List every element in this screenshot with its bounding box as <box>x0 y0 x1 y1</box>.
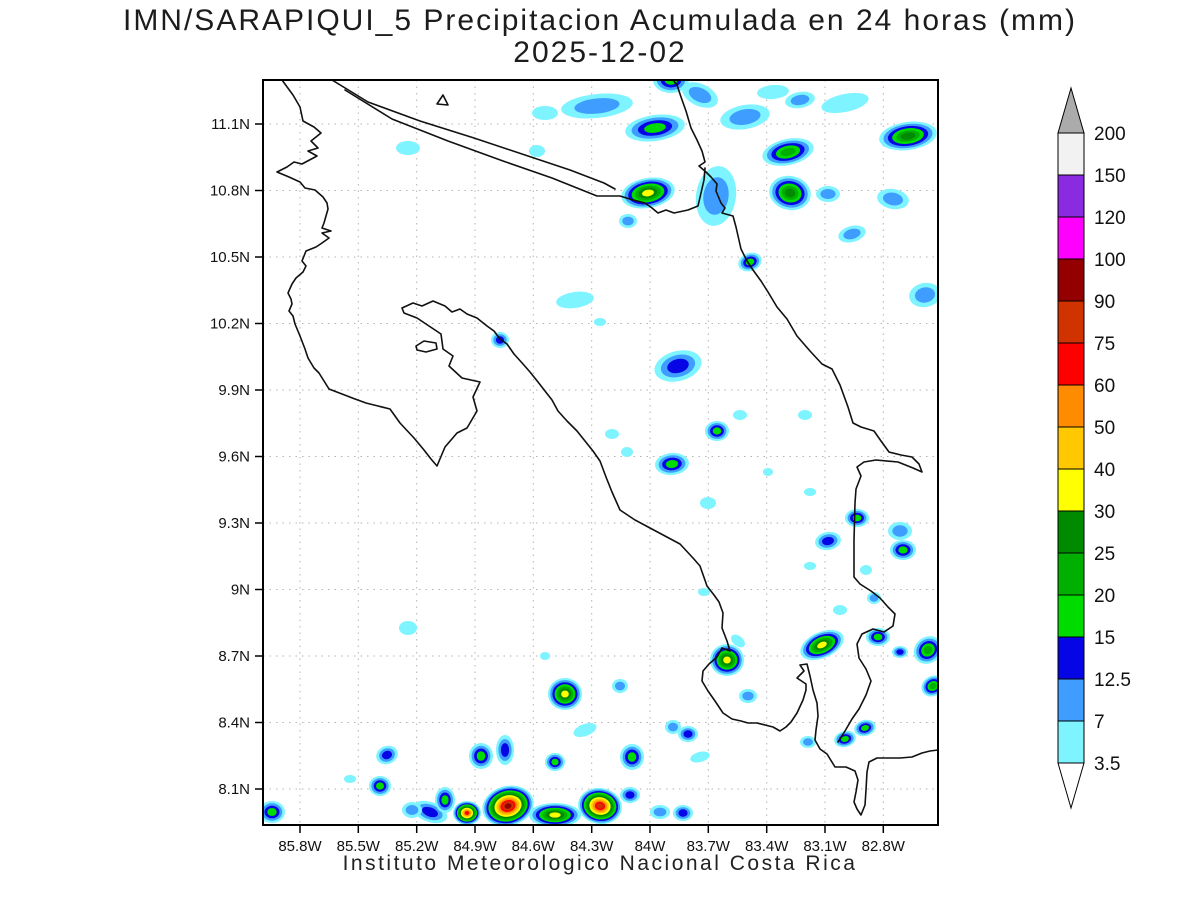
lat-tick-label: 11.1N <box>211 116 250 133</box>
lon-tick-label: 83.1W <box>803 838 847 855</box>
lon-tick-label: 85.2W <box>395 838 439 855</box>
colorbar-segment <box>1057 678 1085 722</box>
lake-nicaragua-shore <box>331 80 616 190</box>
caribbean-coastline <box>672 80 923 743</box>
colorbar-segment <box>1057 132 1085 176</box>
lon-tick-label: 84.9W <box>453 838 497 855</box>
colorbar-below-min-arrow <box>1057 762 1085 810</box>
colorbar: 200 150 120 100 90 75 60 50 40 30 25 20 15 12.5 7 3.5 <box>1057 86 1131 810</box>
colorbar-level-label: 3.5 <box>1094 754 1120 775</box>
chira-island <box>415 340 438 353</box>
nicaragua-border-line <box>344 89 706 214</box>
colorbar-level-label: 60 <box>1094 376 1115 397</box>
lon-tick-label: 82.8W <box>862 838 906 855</box>
axis-tick-labels: 85.8W 85.5W 85.2W 84.9W 84.6W 84.3W 84W 83.7W 83… <box>210 116 906 855</box>
map-frame <box>262 79 939 826</box>
lat-tick-label: 9.3N <box>218 515 250 532</box>
colorbar-segment <box>1057 258 1085 302</box>
colorbar-segment <box>1057 300 1085 344</box>
page-title: IMN/SARAPIQUI_5 Precipitacion Acumulada … <box>122 4 1077 37</box>
title-date: 2025-12-02 <box>513 36 687 69</box>
colorbar-level-label: 15 <box>1094 628 1115 649</box>
colorbar-segment <box>1057 384 1085 428</box>
lon-tick-label: 83.4W <box>745 838 789 855</box>
lat-tick-label: 9.6N <box>218 449 250 466</box>
pacific-coastline <box>276 80 938 816</box>
footer-text: Instituto Meteorologico Nacional Costa R… <box>342 852 858 875</box>
colorbar-segment <box>1057 636 1085 680</box>
lat-tick-label: 9.9N <box>218 382 250 399</box>
lon-tick-label: 85.8W <box>278 838 322 855</box>
colorbar-segment <box>1057 720 1085 764</box>
lon-tick-label: 84.3W <box>570 838 614 855</box>
colorbar-above-max-arrow <box>1057 86 1085 134</box>
colorbar-level-label: 30 <box>1094 502 1115 523</box>
colorbar-level-label: 100 <box>1094 250 1126 271</box>
lon-tick-label: 84W <box>635 838 667 855</box>
colorbar-segment <box>1057 510 1085 554</box>
colorbar-segment <box>1057 594 1085 638</box>
lat-tick-label: 8.7N <box>218 648 250 665</box>
lake-island <box>436 94 449 106</box>
colorbar-segment <box>1057 216 1085 260</box>
lat-tick-label: 8.1N <box>218 781 250 798</box>
precipitation-cells <box>263 80 938 825</box>
colorbar-level-label: 200 <box>1094 124 1126 145</box>
colorbar-level-label: 7 <box>1094 712 1105 733</box>
lat-tick-label: 8.4N <box>218 715 250 732</box>
axis-ticks <box>255 123 885 833</box>
colorbar-segment <box>1057 174 1085 218</box>
colorbar-level-label: 150 <box>1094 166 1126 187</box>
lat-tick-label: 10.2N <box>210 316 250 333</box>
colorbar-level-label: 75 <box>1094 334 1115 355</box>
colorbar-level-label: 20 <box>1094 586 1115 607</box>
colorbar-segment <box>1057 426 1085 470</box>
colorbar-level-label: 120 <box>1094 208 1126 229</box>
coastlines <box>276 80 938 816</box>
lon-tick-label: 85.5W <box>337 838 381 855</box>
lon-tick-label: 84.6W <box>512 838 556 855</box>
colorbar-level-label: 90 <box>1094 292 1115 313</box>
colorbar-level-label: 12.5 <box>1094 670 1131 691</box>
colorbar-level-label: 40 <box>1094 460 1115 481</box>
colorbar-level-label: 25 <box>1094 544 1115 565</box>
colorbar-segment <box>1057 342 1085 386</box>
lat-tick-label: 9N <box>231 582 250 599</box>
lat-tick-label: 10.5N <box>210 249 250 266</box>
lon-tick-label: 83.7W <box>687 838 731 855</box>
colorbar-level-label: 50 <box>1094 418 1115 439</box>
colorbar-segment <box>1057 552 1085 596</box>
lat-tick-label: 10.8N <box>210 183 250 200</box>
colorbar-segment <box>1057 468 1085 512</box>
